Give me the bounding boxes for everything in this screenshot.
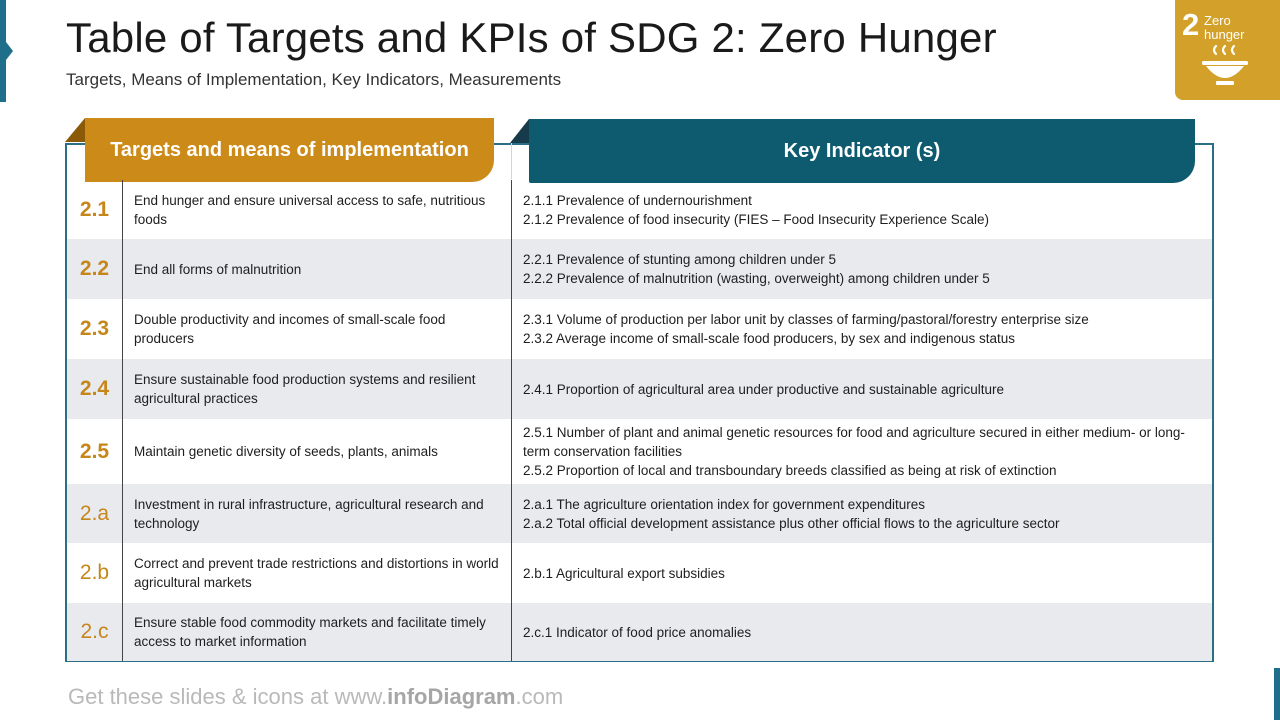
- target-text: End hunger and ensure universal access t…: [134, 192, 486, 227]
- footer-prefix: Get these slides & icons at www.: [68, 684, 388, 709]
- sdg-badge: 2 Zero hunger: [1175, 0, 1280, 100]
- target-number: 2.a: [79, 501, 110, 525]
- row-divider: [122, 603, 123, 661]
- kpi-item: 2.5.2 Proportion of local and transbound…: [523, 463, 1057, 478]
- kpi-list: 2.1.1 Prevalence of undernourishment 2.1…: [523, 180, 1207, 239]
- kpi-item: 2.a.2 Total official development assista…: [523, 515, 1060, 531]
- row-divider: [511, 299, 512, 359]
- kpi-list: 2.4.1 Proportion of agricultural area un…: [523, 359, 1207, 419]
- target-text: Ensure stable food commodity markets and…: [134, 615, 486, 649]
- sdg-label-line2: hunger: [1204, 27, 1245, 42]
- target-text: Correct and prevent trade restrictions a…: [134, 556, 499, 590]
- target-number: 2.3: [79, 317, 110, 340]
- table-row: 2.5 Maintain genetic diversity of seeds,…: [67, 419, 1212, 484]
- column-divider: [511, 143, 512, 179]
- table-row: 2.1 End hunger and ensure universal acce…: [67, 180, 1212, 239]
- sdg-label-line1: Zero: [1204, 13, 1231, 28]
- row-divider: [122, 543, 123, 603]
- kpi-list: 2.2.1 Prevalence of stunting among child…: [523, 239, 1207, 299]
- row-divider: [122, 299, 123, 359]
- row-divider: [122, 239, 123, 299]
- footer-suffix: .com: [515, 684, 564, 709]
- target-number: 2.c: [80, 620, 109, 643]
- kpi-item: 2.c.1 Indicator of food price anomalies: [523, 624, 752, 640]
- table-row: 2.3 Double productivity and incomes of s…: [67, 299, 1212, 359]
- left-header-fold: [65, 118, 85, 142]
- kpi-item: 2.3.2 Average income of small-scale food…: [523, 331, 1016, 346]
- target-text: Maintain genetic diversity of seeds, pla…: [134, 444, 438, 459]
- target-text: Ensure sustainable food production syste…: [134, 372, 476, 406]
- kpi-item: 2.1.1 Prevalence of undernourishment: [523, 192, 752, 208]
- target-number: 2.4: [79, 377, 110, 400]
- row-divider: [511, 359, 512, 419]
- table-row: 2.2 End all forms of malnutrition 2.2.1 …: [67, 239, 1212, 299]
- kpi-item: 2.1.2 Prevalence of food insecurity (FIE…: [523, 211, 989, 227]
- row-divider: [122, 180, 123, 239]
- kpi-list: 2.3.1 Volume of production per labor uni…: [523, 299, 1207, 359]
- target-text: Investment in rural infrastructure, agri…: [134, 496, 484, 531]
- table-row: 2.b Correct and prevent trade restrictio…: [67, 543, 1212, 603]
- sdg-number: 2: [1182, 7, 1200, 42]
- target-number: 2.5: [79, 439, 110, 463]
- target-text: Double productivity and incomes of small…: [134, 312, 446, 346]
- table-row: 2.c Ensure stable food commodity markets…: [67, 603, 1212, 661]
- kpi-item: 2.a.1 The agriculture orientation index …: [523, 496, 925, 512]
- row-divider: [122, 484, 123, 543]
- target-text: End all forms of malnutrition: [134, 261, 302, 277]
- kpi-list: 2.a.1 The agriculture orientation index …: [523, 484, 1207, 543]
- kpi-item: 2.2.1 Prevalence of stunting among child…: [523, 252, 836, 267]
- bowl-icon: [1202, 44, 1248, 85]
- row-divider: [511, 603, 512, 661]
- row-divider: [511, 484, 512, 543]
- right-column-header: Key Indicator (s): [529, 119, 1195, 183]
- kpi-item: 2.2.2 Prevalence of malnutrition (wastin…: [523, 271, 990, 286]
- kpi-item: 2.5.1 Number of plant and animal genetic…: [523, 425, 1185, 459]
- kpi-list: 2.5.1 Number of plant and animal genetic…: [523, 419, 1207, 484]
- row-divider: [122, 359, 123, 419]
- left-column-header: Targets and means of implementation: [85, 118, 494, 182]
- footer-link[interactable]: Get these slides & icons at www.infoDiag…: [68, 684, 563, 710]
- right-accent-bar: [1274, 668, 1280, 720]
- row-divider: [511, 239, 512, 299]
- left-accent-bar: [0, 0, 6, 102]
- page-subtitle: Targets, Means of Implementation, Key In…: [66, 70, 562, 89]
- kpi-item: 2.3.1 Volume of production per labor uni…: [523, 312, 1089, 327]
- target-number: 2.b: [79, 561, 110, 584]
- row-divider: [511, 543, 512, 603]
- row-divider: [511, 419, 512, 484]
- sdg-label: Zero hunger: [1204, 14, 1244, 42]
- kpi-list: 2.b.1 Agricultural export subsidies: [523, 543, 1207, 603]
- target-number: 2.2: [79, 257, 110, 280]
- footer-brand: infoDiagram: [387, 684, 516, 709]
- row-divider: [122, 419, 123, 484]
- right-header-fold: [510, 119, 529, 143]
- left-accent-arrow: [6, 42, 13, 60]
- row-divider: [511, 180, 512, 239]
- kpi-item: 2.b.1 Agricultural export subsidies: [523, 565, 725, 581]
- page-title: Table of Targets and KPIs of SDG 2: Zero…: [66, 14, 997, 61]
- kpi-list: 2.c.1 Indicator of food price anomalies: [523, 603, 1207, 661]
- table-row: 2.a Investment in rural infrastructure, …: [67, 484, 1212, 543]
- table-row: 2.4 Ensure sustainable food production s…: [67, 359, 1212, 419]
- target-number: 2.1: [79, 197, 110, 221]
- kpi-item: 2.4.1 Proportion of agricultural area un…: [523, 381, 1005, 397]
